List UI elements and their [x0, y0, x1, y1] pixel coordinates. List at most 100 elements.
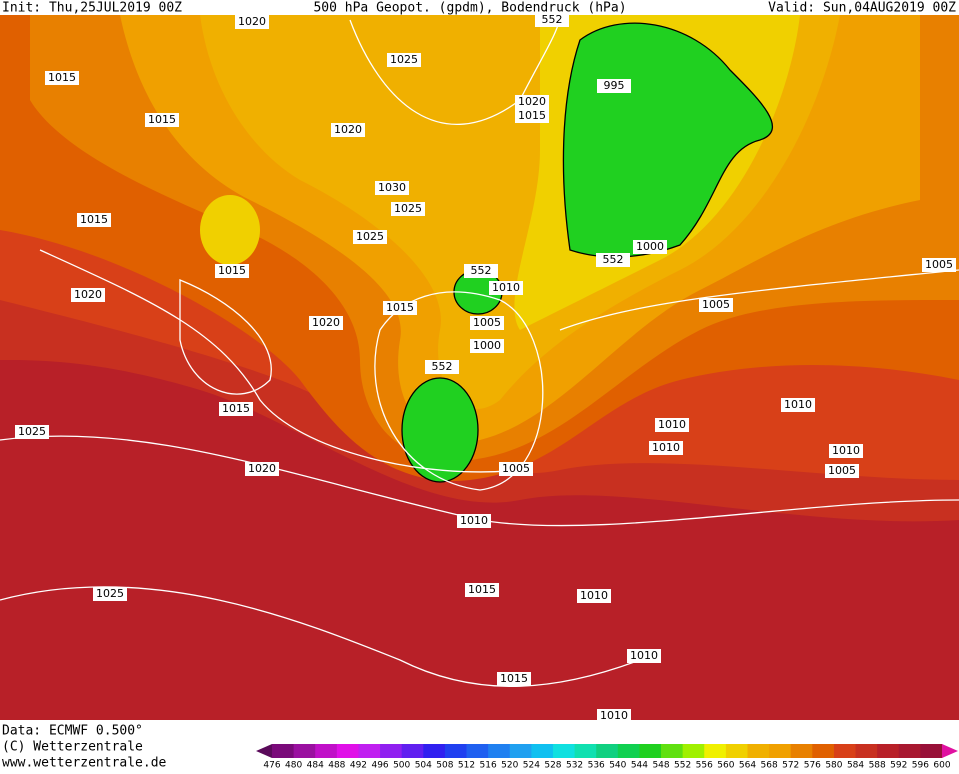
colorbar-label: 532: [566, 761, 583, 771]
label-box: [45, 71, 79, 85]
label-box: [235, 15, 269, 29]
label-box: [331, 123, 365, 137]
contour-label: 1010: [600, 709, 628, 722]
contour-label: 1015: [518, 109, 546, 122]
label-box: [627, 649, 661, 663]
colorbar-swatch: [639, 744, 662, 758]
website: www.wetterzentrale.de: [2, 756, 167, 771]
colorbar-label: 520: [501, 761, 518, 771]
contour-label: 1010: [492, 281, 520, 294]
contour-label: 1030: [378, 181, 406, 194]
label-box: [375, 181, 409, 195]
contour-label: 1015: [218, 264, 246, 277]
label-box: [425, 360, 459, 374]
colorbar-label: 552: [674, 761, 691, 771]
label-box: [145, 113, 179, 127]
contour-label: 1010: [784, 398, 812, 411]
contour-label: 1010: [652, 441, 680, 454]
label-box: [465, 583, 499, 597]
label-box: [699, 298, 733, 312]
label-box: [353, 230, 387, 244]
contour-label: 1010: [658, 418, 686, 431]
map: [0, 14, 959, 720]
contour-label: 1010: [630, 649, 658, 662]
label-box: [387, 53, 421, 67]
contour-label: 1010: [460, 514, 488, 527]
colorbar-swatch: [509, 744, 532, 758]
contour-label: 1005: [473, 316, 501, 329]
colorbar-label: 484: [307, 761, 324, 771]
contour-label: 1025: [356, 230, 384, 243]
colorbar-label: 568: [761, 761, 778, 771]
colorbar-swatch: [552, 744, 576, 758]
label-box: [464, 264, 498, 278]
contour-label: 1000: [636, 240, 664, 253]
label-box: [781, 398, 815, 412]
contour-label: 1020: [238, 15, 266, 28]
colorbar-swatch: [401, 744, 424, 758]
colorbar-label: 492: [350, 761, 367, 771]
contour-label: 1020: [74, 288, 102, 301]
contour-label: 1025: [390, 53, 418, 66]
colorbar-swatch: [704, 744, 727, 758]
colorbar-swatch: [466, 744, 489, 758]
colorbar-swatch: [380, 744, 403, 758]
colorbar-swatch: [444, 744, 468, 758]
colorbar-swatch: [812, 744, 835, 758]
colorbar-label: 504: [415, 761, 432, 771]
label-box: [391, 202, 425, 216]
contour-label: 1015: [500, 672, 528, 685]
contour-label: 1005: [828, 464, 856, 477]
colorbar-label: 528: [544, 761, 561, 771]
contour-label: 1020: [248, 462, 276, 475]
colorbar-label: 508: [436, 761, 453, 771]
colorbar-label: 576: [804, 761, 821, 771]
contour-label: 1010: [580, 589, 608, 602]
label-box: [93, 587, 127, 601]
contour-label: 552: [432, 360, 453, 373]
colorbar-swatch: [790, 744, 813, 758]
label-box: [470, 316, 504, 330]
colorbar-label: 560: [717, 761, 734, 771]
colorbar-end: [256, 744, 272, 758]
colorbar-label: 512: [458, 761, 475, 771]
label-box: [457, 514, 491, 528]
label-box: [577, 589, 611, 603]
map-title: 500 hPa Geopot. (gpdm), Bodendruck (hPa): [313, 1, 626, 16]
label-box: [470, 339, 504, 353]
colorbar-swatch: [617, 744, 640, 758]
colorbar-swatch: [423, 744, 446, 758]
contour-label: 1005: [925, 258, 953, 271]
contour-label: 1020: [518, 95, 546, 108]
contour-label: 1005: [702, 298, 730, 311]
label-box: [499, 462, 533, 476]
label-box: [922, 258, 956, 272]
colorbar-swatch: [855, 744, 878, 758]
header-bar: [0, 0, 959, 15]
label-box: [649, 441, 683, 455]
colorbar-swatch: [336, 744, 359, 758]
colorbar-swatch: [661, 744, 684, 758]
contour-label: 1015: [48, 71, 76, 84]
colorbar-swatch: [293, 744, 316, 758]
contour-label: 1025: [18, 425, 46, 438]
contour-label: 1015: [222, 402, 250, 415]
colorbar-swatch: [920, 744, 943, 758]
colorbar-label: 516: [480, 761, 497, 771]
colorbar-swatch: [574, 744, 597, 758]
label-box: [71, 288, 105, 302]
label-box: [535, 13, 569, 27]
label-box: [489, 281, 523, 295]
colorbar-label: 500: [393, 761, 410, 771]
colorbar-label: 564: [739, 761, 756, 771]
colorbar-label: 584: [847, 761, 864, 771]
label-box: [655, 418, 689, 432]
colorbar-label: 488: [328, 761, 345, 771]
colorbar-label: 580: [825, 761, 842, 771]
label-box: [515, 109, 549, 123]
contour-label: 1020: [334, 123, 362, 136]
label-box: [215, 264, 249, 278]
colorbar-label: 588: [869, 761, 886, 771]
colorbar-swatch: [833, 744, 857, 758]
